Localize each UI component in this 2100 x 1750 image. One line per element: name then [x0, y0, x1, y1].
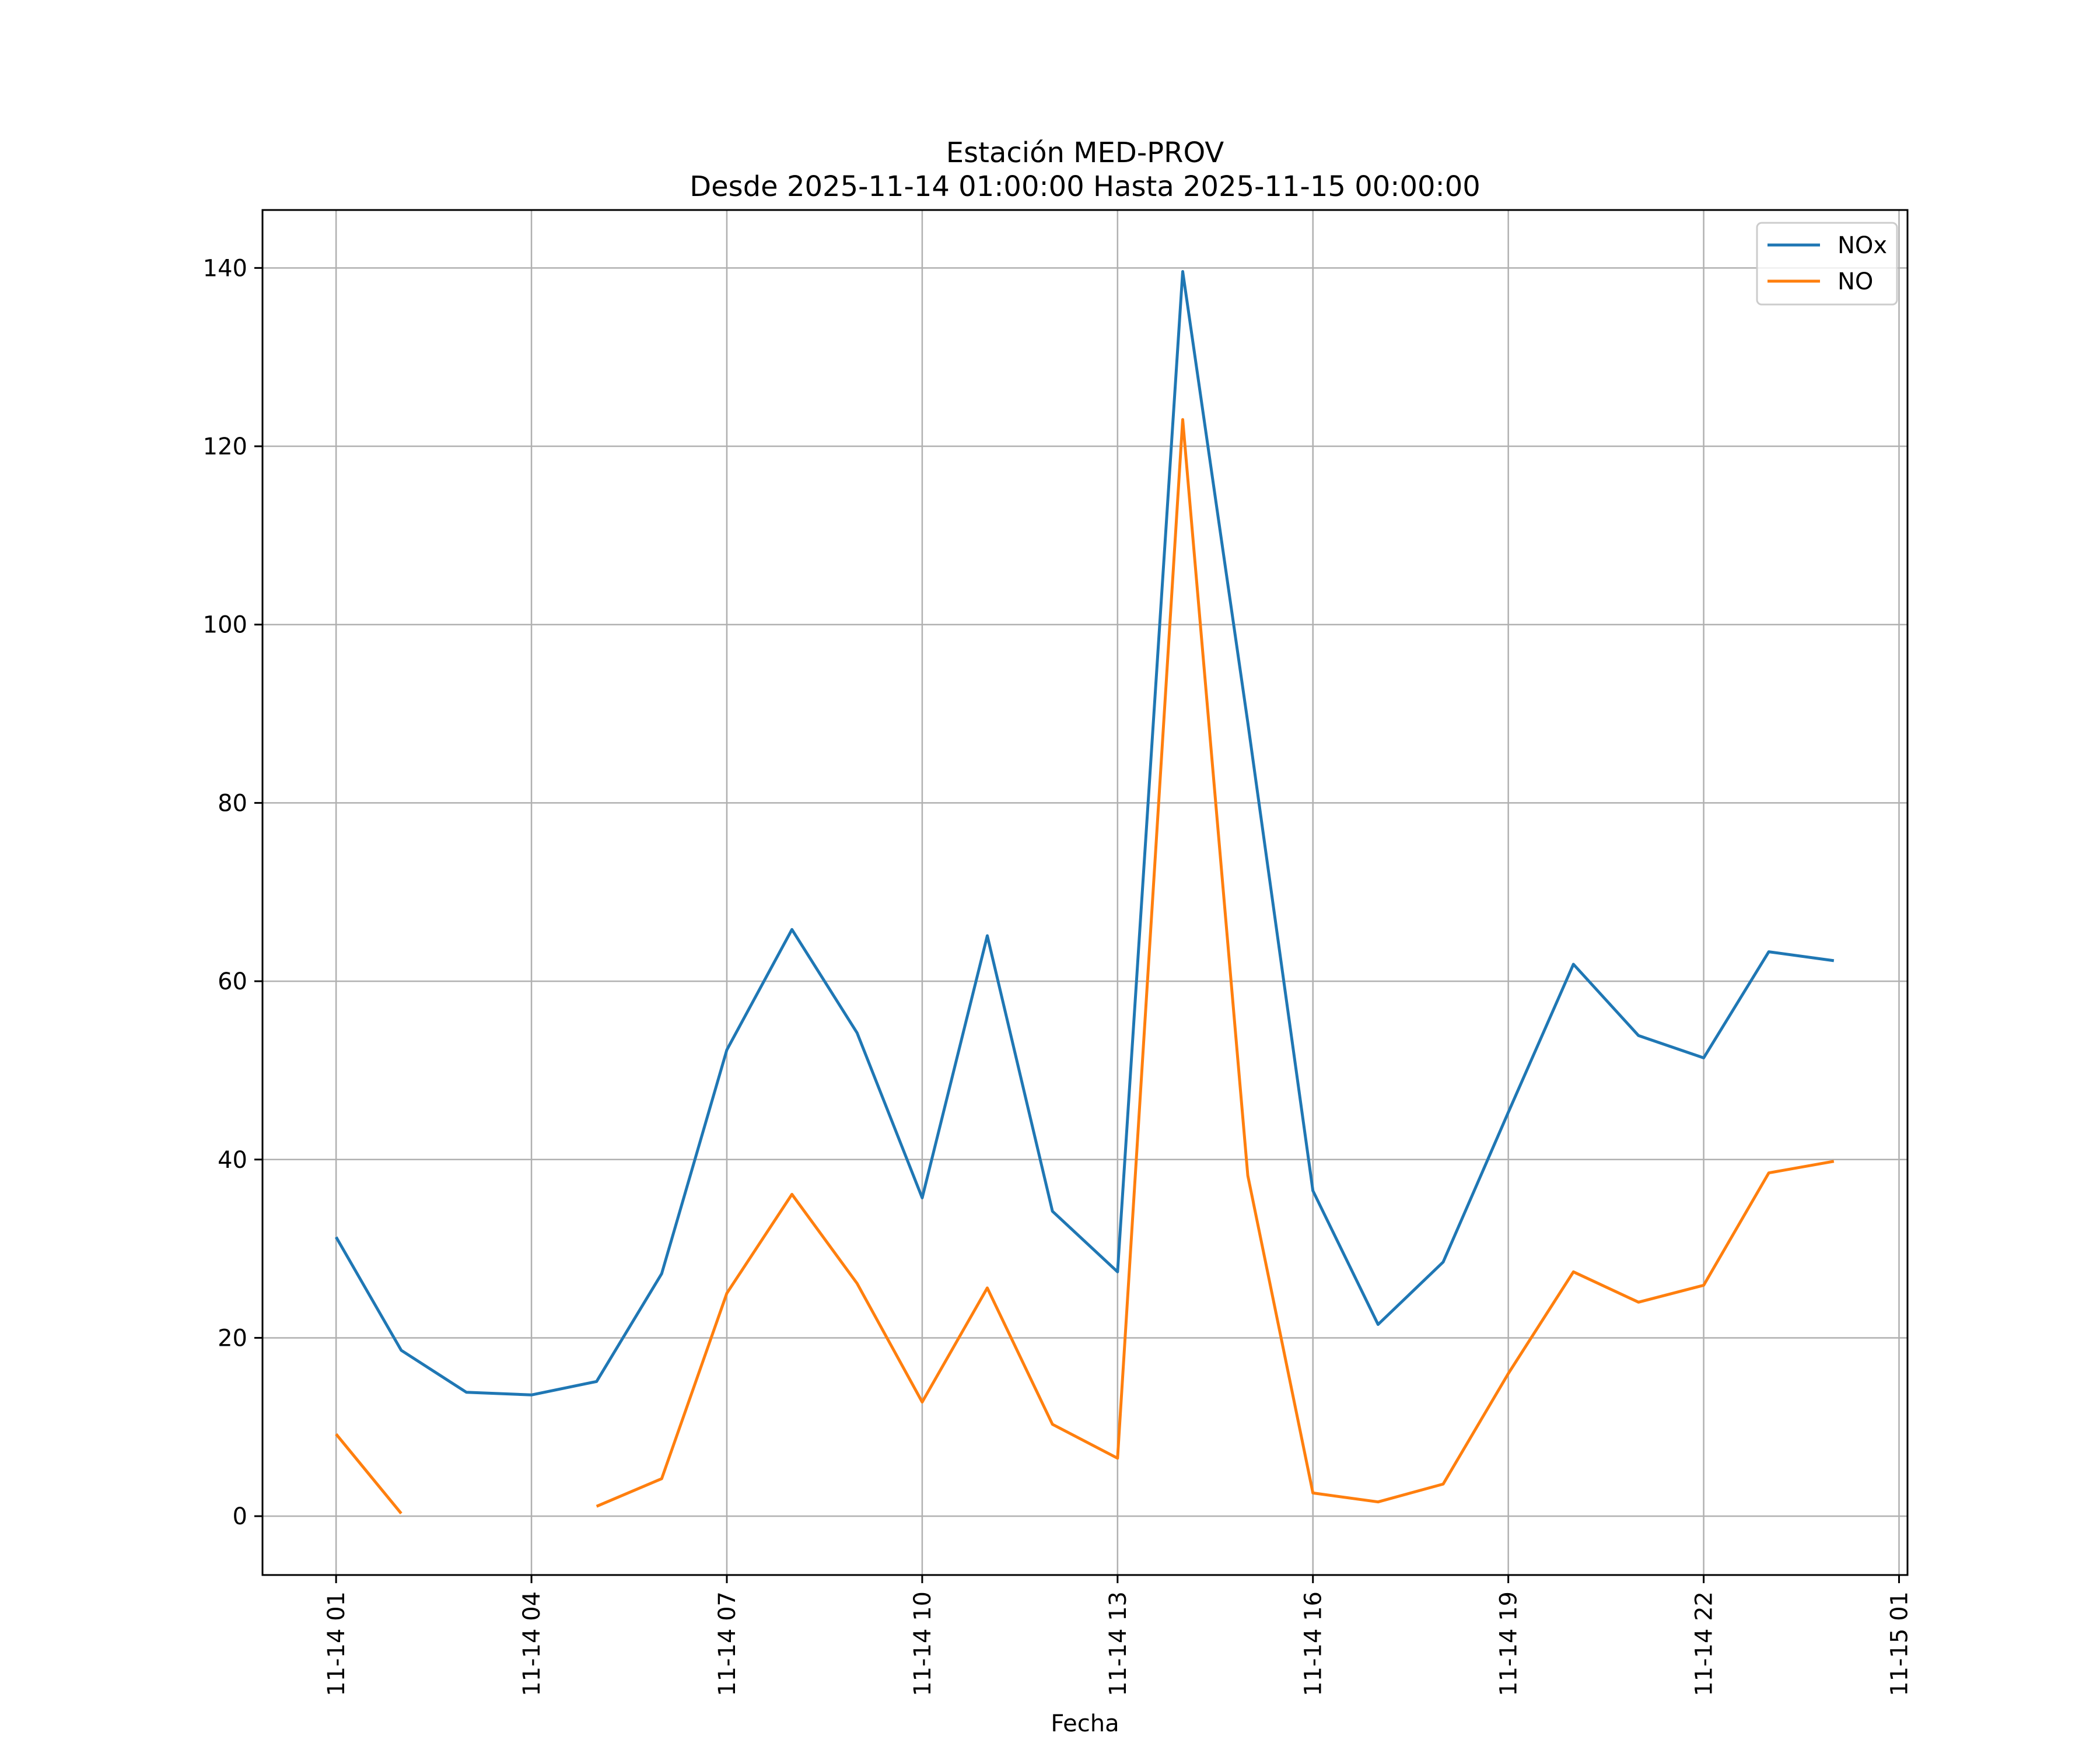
grid — [262, 210, 1908, 1575]
series-line-no — [335, 1433, 402, 1515]
series-line-no — [596, 418, 1835, 1508]
x-tick-label: 11-14 01 — [323, 1591, 350, 1696]
x-axis-label: Fecha — [1051, 1710, 1119, 1737]
y-tick-label: 80 — [218, 790, 247, 817]
x-tick-label: 11-14 04 — [519, 1591, 545, 1696]
legend: NOx NO — [1756, 222, 1898, 306]
x-tick-label: 11-14 16 — [1300, 1591, 1327, 1696]
plot-area-frame — [261, 209, 1909, 1576]
x-tick-label: 11-14 19 — [1496, 1591, 1522, 1696]
y-tick-label: 100 — [203, 612, 247, 639]
x-tick-label: 11-14 10 — [909, 1591, 936, 1696]
x-tick-label: 11-15 01 — [1886, 1591, 1913, 1696]
y-tick-label: 140 — [203, 255, 247, 282]
legend-label-no: NO — [1838, 268, 1873, 295]
series-no — [335, 418, 1835, 1515]
series-nox — [335, 270, 1835, 1396]
legend-label-nox: NOx — [1838, 232, 1887, 259]
series-lines — [335, 270, 1835, 1515]
x-tick-label: 11-14 13 — [1105, 1591, 1132, 1696]
y-tick-label: 0 — [233, 1503, 247, 1530]
legend-box — [1756, 222, 1898, 306]
y-tick-label: 60 — [218, 968, 247, 995]
series-line-nox — [335, 270, 1835, 1396]
chart-subtitle: Desde 2025-11-14 01:00:00 Hasta 2025-11-… — [690, 170, 1480, 203]
y-tick-label: 20 — [218, 1325, 247, 1352]
x-tick-label: 11-14 07 — [714, 1591, 741, 1696]
y-tick-label: 40 — [218, 1147, 247, 1174]
chart-title: Estación MED-PROV — [946, 136, 1224, 169]
axes: 0 20 40 60 80 100 120 140 11-14 01 11-14 04 11-14 … — [203, 255, 1913, 1696]
x-tick-label: 11-14 22 — [1691, 1591, 1718, 1696]
y-tick-label: 120 — [203, 433, 247, 460]
